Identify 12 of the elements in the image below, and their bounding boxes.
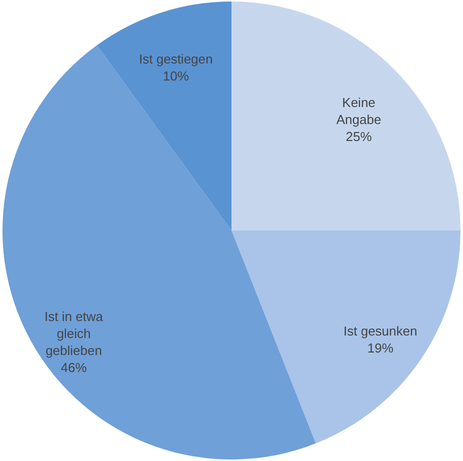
data-label: 10% [162, 68, 190, 84]
data-label: 25% [346, 129, 372, 144]
slice-label: Ist gestiegen [139, 51, 213, 66]
data-label: 46% [60, 360, 88, 376]
pie-slice [96, 2, 232, 230]
slice-label: Keine Angabe [336, 95, 382, 128]
pie-slice [232, 2, 460, 230]
data-label: 19% [367, 340, 394, 356]
slice-label: Ist gesunken [344, 324, 418, 339]
pie-slice [232, 230, 460, 444]
pie-slice [2, 45, 316, 460]
slice-label: Ist in etwa gleich geblieben [44, 309, 104, 358]
